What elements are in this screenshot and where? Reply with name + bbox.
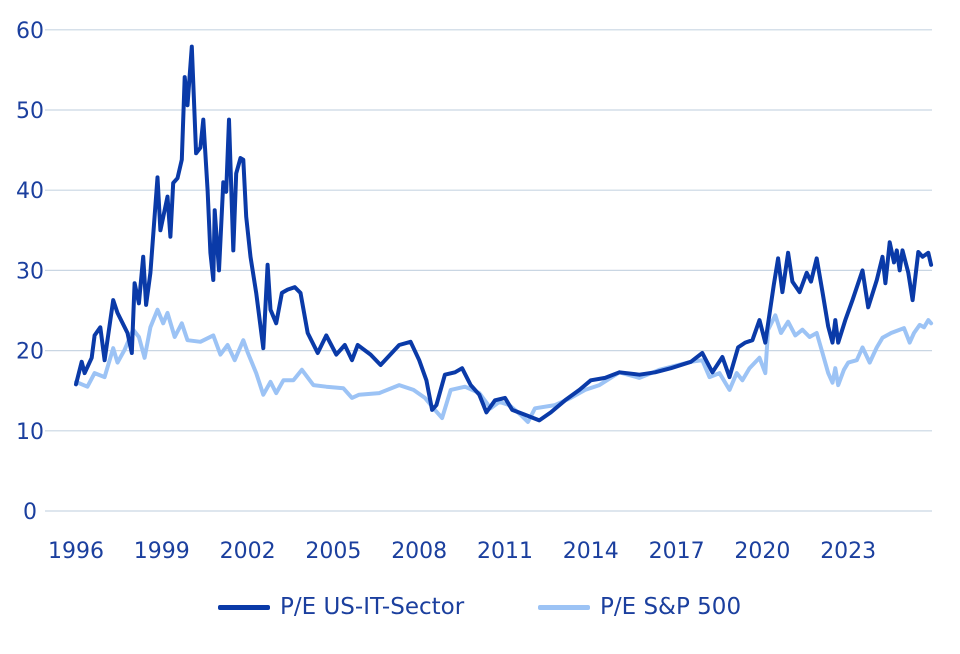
x-tick-label: 2002 xyxy=(220,539,276,564)
legend-label-it-sector: P/E US-IT-Sector xyxy=(280,594,465,620)
x-tick-label: 2005 xyxy=(305,539,361,564)
y-tick-label: 20 xyxy=(16,340,44,365)
x-tick-label: 2017 xyxy=(649,539,705,564)
series-line-it-sector xyxy=(74,44,934,423)
legend-label-sp500: P/E S&P 500 xyxy=(600,594,742,620)
y-axis: 0 10 20 30 40 50 60 xyxy=(16,19,44,525)
x-tick-label: 2020 xyxy=(734,539,790,564)
y-tick-label: 30 xyxy=(16,259,44,284)
y-tick-label: 50 xyxy=(16,99,44,124)
x-tick-label: 2011 xyxy=(477,539,533,564)
y-tick-label: 40 xyxy=(16,179,44,204)
x-tick-label: 1996 xyxy=(48,539,104,564)
x-tick-label: 2023 xyxy=(820,539,876,564)
y-tick-label: 0 xyxy=(23,500,37,525)
x-tick-label: 2014 xyxy=(563,539,619,564)
legend: P/E US-IT-Sector P/E S&P 500 xyxy=(0,594,960,628)
legend-swatch-sp500 xyxy=(538,604,590,610)
legend-item-it-sector: P/E US-IT-Sector xyxy=(218,594,464,620)
y-tick-label: 60 xyxy=(16,19,44,44)
x-tick-label: 2008 xyxy=(391,539,447,564)
y-tick-label: 10 xyxy=(16,420,44,445)
series-lines xyxy=(74,44,934,424)
series-line-sp500 xyxy=(74,307,934,424)
legend-item-sp500: P/E S&P 500 xyxy=(538,594,741,620)
x-tick-label: 1999 xyxy=(134,539,190,564)
line-chart: 0 10 20 30 40 50 60 1996 1999 2002 2005 2008 2011 20… xyxy=(16,19,934,564)
legend-swatch-it-sector xyxy=(218,604,270,610)
gridlines xyxy=(45,29,932,512)
x-axis: 1996 1999 2002 2005 2008 2011 2014 2017 2020 2023 xyxy=(48,539,876,564)
